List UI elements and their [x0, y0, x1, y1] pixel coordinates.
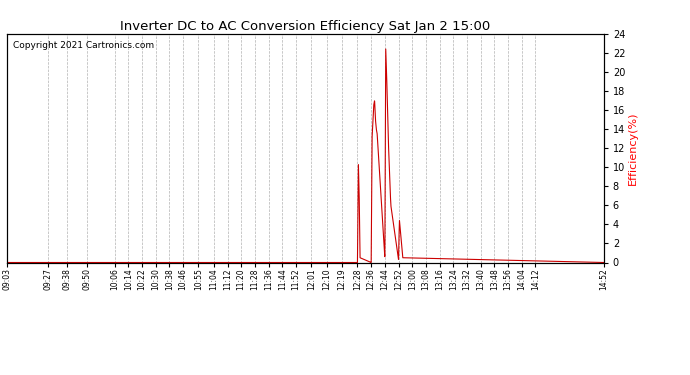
Y-axis label: Efficiency(%): Efficiency(%): [628, 111, 638, 185]
Text: Copyright 2021 Cartronics.com: Copyright 2021 Cartronics.com: [13, 40, 154, 50]
Title: Inverter DC to AC Conversion Efficiency Sat Jan 2 15:00: Inverter DC to AC Conversion Efficiency …: [120, 20, 491, 33]
